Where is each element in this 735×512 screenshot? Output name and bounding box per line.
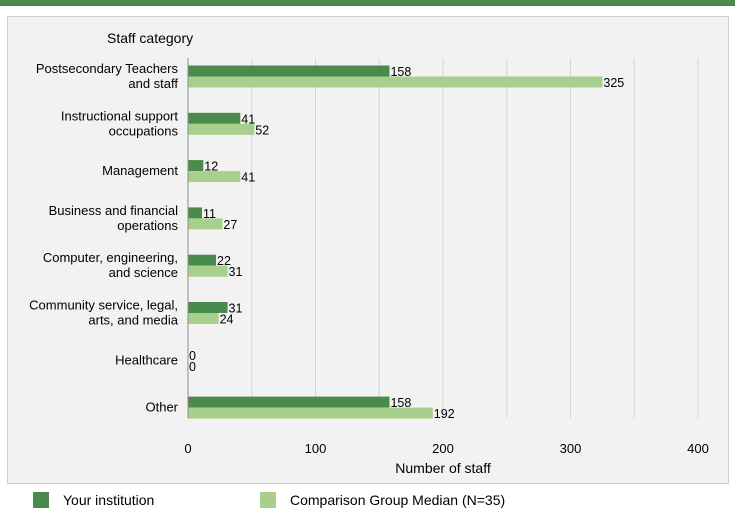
bar-comparison-median — [188, 76, 603, 88]
bar-comparison-median — [188, 123, 255, 135]
bar-your-institution — [188, 254, 217, 266]
category-label: Community service, legal, arts, and media — [29, 298, 179, 328]
bar-comparison-median — [188, 265, 228, 277]
category-label: Business and financial operations — [49, 203, 179, 233]
x-axis-label: Number of staff — [395, 460, 491, 476]
category-label: Postsecondary Teachers and staff — [36, 61, 179, 91]
data-label-your-institution: 11 — [203, 207, 216, 221]
x-tick-label: 0 — [184, 441, 191, 456]
bar-your-institution — [188, 65, 390, 77]
data-label-your-institution: 22 — [217, 254, 231, 268]
data-label-your-institution: 0 — [189, 349, 196, 363]
data-label-your-institution: 12 — [204, 160, 218, 174]
data-label-your-institution: 158 — [390, 65, 411, 79]
data-label-comparison-median: 192 — [434, 407, 455, 421]
legend-item-comparison-group: Comparison Group Median (N=35) — [260, 488, 505, 512]
category-label: Computer, engineering, and science — [43, 250, 178, 280]
bar-your-institution — [188, 302, 228, 313]
legend-swatch-comparison-group — [260, 492, 276, 508]
category-label: Instructional support occupations — [61, 108, 179, 138]
data-label-your-institution: 41 — [241, 112, 255, 126]
bar-comparison-median — [188, 171, 241, 183]
bar-comparison-median — [188, 313, 219, 324]
data-label-comparison-median: 52 — [255, 123, 269, 137]
bar-your-institution — [188, 207, 203, 219]
bar-chart: Staff category 1583254152124111272231312… — [29, 30, 709, 476]
legend-label-comparison-group: Comparison Group Median (N=35) — [290, 492, 506, 508]
data-label-comparison-median: 0 — [189, 360, 196, 374]
x-tick-label: 200 — [432, 441, 454, 456]
bar-your-institution — [188, 112, 241, 124]
data-label-comparison-median: 41 — [241, 171, 255, 185]
data-label-comparison-median: 31 — [229, 265, 243, 279]
legend-swatch-your-institution — [33, 492, 49, 508]
bar-your-institution — [188, 396, 390, 408]
chart-title: Staff category — [107, 30, 193, 46]
legend-label-your-institution: Your institution — [63, 492, 155, 508]
bar-your-institution — [188, 160, 204, 172]
x-tick-label: 100 — [305, 441, 327, 456]
bar-comparison-median — [188, 407, 433, 419]
top-accent-bar — [0, 0, 735, 6]
legend: Your institution Comparison Group Median… — [0, 488, 735, 512]
category-label: Healthcare — [115, 352, 178, 367]
data-label-comparison-median: 325 — [603, 76, 624, 90]
category-label: Other — [145, 400, 178, 415]
x-tick-label: 300 — [560, 441, 582, 456]
x-tick-label: 400 — [687, 441, 709, 456]
data-label-comparison-median: 24 — [220, 313, 234, 327]
legend-item-your-institution: Your institution — [33, 488, 154, 512]
category-label: Management — [102, 163, 178, 178]
data-label-your-institution: 158 — [390, 396, 411, 410]
data-label-comparison-median: 27 — [223, 218, 237, 232]
bar-comparison-median — [188, 218, 223, 230]
data-label-your-institution: 31 — [229, 302, 243, 316]
